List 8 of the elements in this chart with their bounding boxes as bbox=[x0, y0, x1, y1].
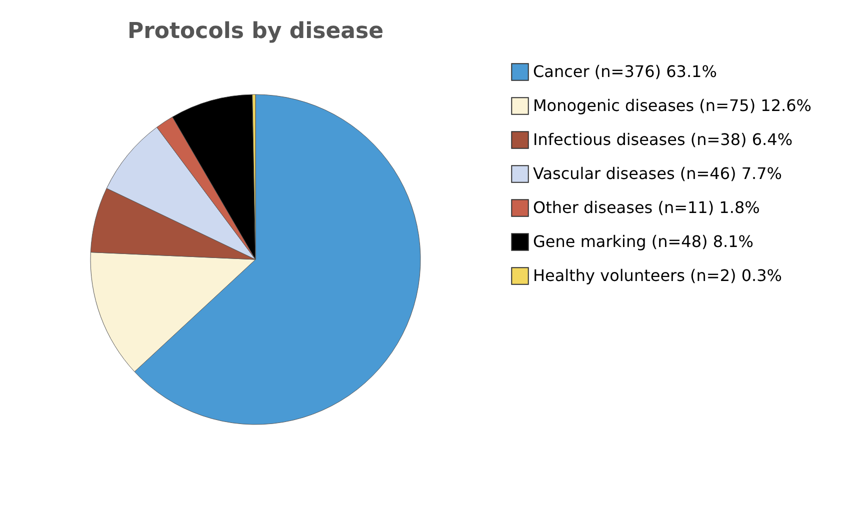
chart-title: Protocols by disease bbox=[127, 19, 384, 44]
legend-label: Gene marking (n=48) 8.1% bbox=[533, 232, 754, 251]
legend-label: Monogenic diseases (n=75) 12.6% bbox=[533, 96, 812, 115]
legend-label: Vascular diseases (n=46) 7.7% bbox=[533, 164, 782, 183]
legend-label: Infectious diseases (n=38) 6.4% bbox=[533, 130, 793, 149]
legend-label: Cancer (n=376) 63.1% bbox=[533, 62, 717, 81]
legend-label: Other diseases (n=11) 1.8% bbox=[533, 198, 760, 217]
legend-label: Healthy volunteers (n=2) 0.3% bbox=[533, 266, 782, 285]
